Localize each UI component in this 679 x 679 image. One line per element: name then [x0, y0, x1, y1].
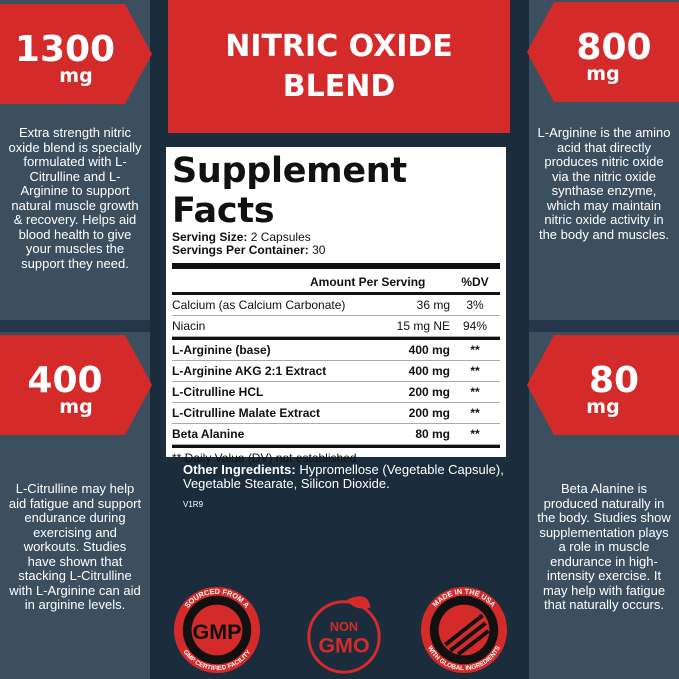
product-title: NITRIC OXIDE BLEND [168, 0, 510, 133]
version-code: V1R9 [183, 500, 204, 509]
other-ingredients: Other Ingredients: Hypromellose (Vegetab… [183, 463, 513, 491]
daily-value: ** [470, 385, 480, 399]
divider [529, 320, 679, 332]
gmp: GMP [193, 620, 242, 644]
amount: 80 [588, 360, 640, 401]
daily-value: ** [470, 427, 480, 441]
amount-banner-80: 80 mg [527, 335, 679, 435]
non: NON [330, 619, 358, 634]
amount: 400 mg [408, 364, 450, 378]
table-row: L-Arginine (base) 400 mg ** [172, 340, 500, 361]
daily-value: ** [470, 406, 480, 420]
value: 2 Capsules [250, 230, 311, 244]
unit: mg [586, 396, 620, 418]
divider [172, 263, 500, 269]
table-row: Calcium (as Calcium Carbonate) 36 mg 3% [172, 295, 500, 316]
gmp-badge-icon: SOURCED FROM A GMP CERTIFIED FACILITY GM… [173, 587, 261, 674]
amount: 200 mg [408, 385, 450, 399]
serving-size: Serving Size: 2 Capsules [172, 231, 500, 244]
non-gmo-badge-icon: NON GMO [307, 596, 381, 674]
divider [172, 337, 500, 340]
amount: 400 [27, 360, 103, 401]
amount: 200 mg [408, 406, 450, 420]
nutrient-name: Niacin [172, 319, 206, 333]
servings-per-container: Servings Per Container: 30 [172, 244, 500, 257]
panel-text-1300: Extra strength nitric oxide blend is spe… [8, 125, 142, 271]
gmo: GMO [318, 634, 369, 658]
table-row: Beta Alanine 80 mg ** [172, 424, 500, 445]
label: Other Ingredients: [183, 462, 296, 477]
nutrient-name: L-Arginine AKG 2:1 Extract [172, 364, 327, 378]
daily-value: 3% [466, 298, 484, 312]
panel-text-80: Beta Alanine is produced naturally in th… [537, 481, 671, 612]
panel-text-800: L-Arginine is the amino acid that direct… [537, 125, 671, 242]
label: Servings Per Container: [172, 243, 309, 257]
footnote: ** Daily Value (DV) not established [172, 451, 357, 465]
divider [172, 292, 500, 295]
amount-banner-1300: 1300 mg [0, 4, 152, 104]
divider [0, 320, 150, 332]
supplement-facts-panel: Supplement Facts Serving Size: 2 Capsule… [166, 147, 506, 465]
amount: 80 mg [415, 427, 450, 441]
value: Hypromellose (Vegetable Capsule), Vegeta… [183, 462, 504, 491]
amount: 400 mg [408, 343, 450, 357]
amount-banner-800: 800 mg [527, 2, 679, 102]
table-row: Niacin 15 mg NE 94% [172, 316, 500, 337]
panel-text-400: L-Citrulline may help aid fatigue and su… [8, 481, 142, 612]
amount: 800 [576, 27, 652, 68]
table-row: L-Citrulline HCL 200 mg ** [172, 382, 500, 403]
facts-heading: Supplement Facts [172, 151, 407, 231]
nutrient-name: Beta Alanine [172, 427, 245, 441]
nutrient-name: L-Arginine (base) [172, 343, 271, 357]
col-amount: Amount Per Serving [310, 274, 426, 289]
label: Serving Size: [172, 230, 248, 244]
daily-value: ** [470, 343, 480, 357]
unit: mg [59, 396, 93, 418]
table-header: Amount Per Serving %DV [172, 271, 500, 292]
daily-value: ** [470, 364, 480, 378]
table-row: L-Arginine AKG 2:1 Extract 400 mg ** [172, 361, 500, 382]
nutrient-name: L-Citrulline Malate Extract [172, 406, 321, 420]
unit: mg [586, 63, 620, 85]
col-dv: %DV [461, 274, 489, 289]
nutrient-name: Calcium (as Calcium Carbonate) [172, 298, 346, 312]
divider [172, 445, 500, 448]
amount: 15 mg NE [396, 319, 450, 333]
unit: mg [59, 65, 93, 87]
amount: 1300 [14, 29, 116, 70]
made-in-usa-badge-icon: MADE IN THE USA WITH GLOBAL INGREDIENTS [420, 587, 508, 674]
amount-banner-400: 400 mg [0, 335, 152, 435]
amount: 36 mg [416, 298, 450, 312]
daily-value: 94% [462, 319, 488, 333]
value: 30 [312, 243, 326, 257]
table-row: L-Citrulline Malate Extract 200 mg ** [172, 403, 500, 424]
nutrient-name: L-Citrulline HCL [172, 385, 264, 399]
